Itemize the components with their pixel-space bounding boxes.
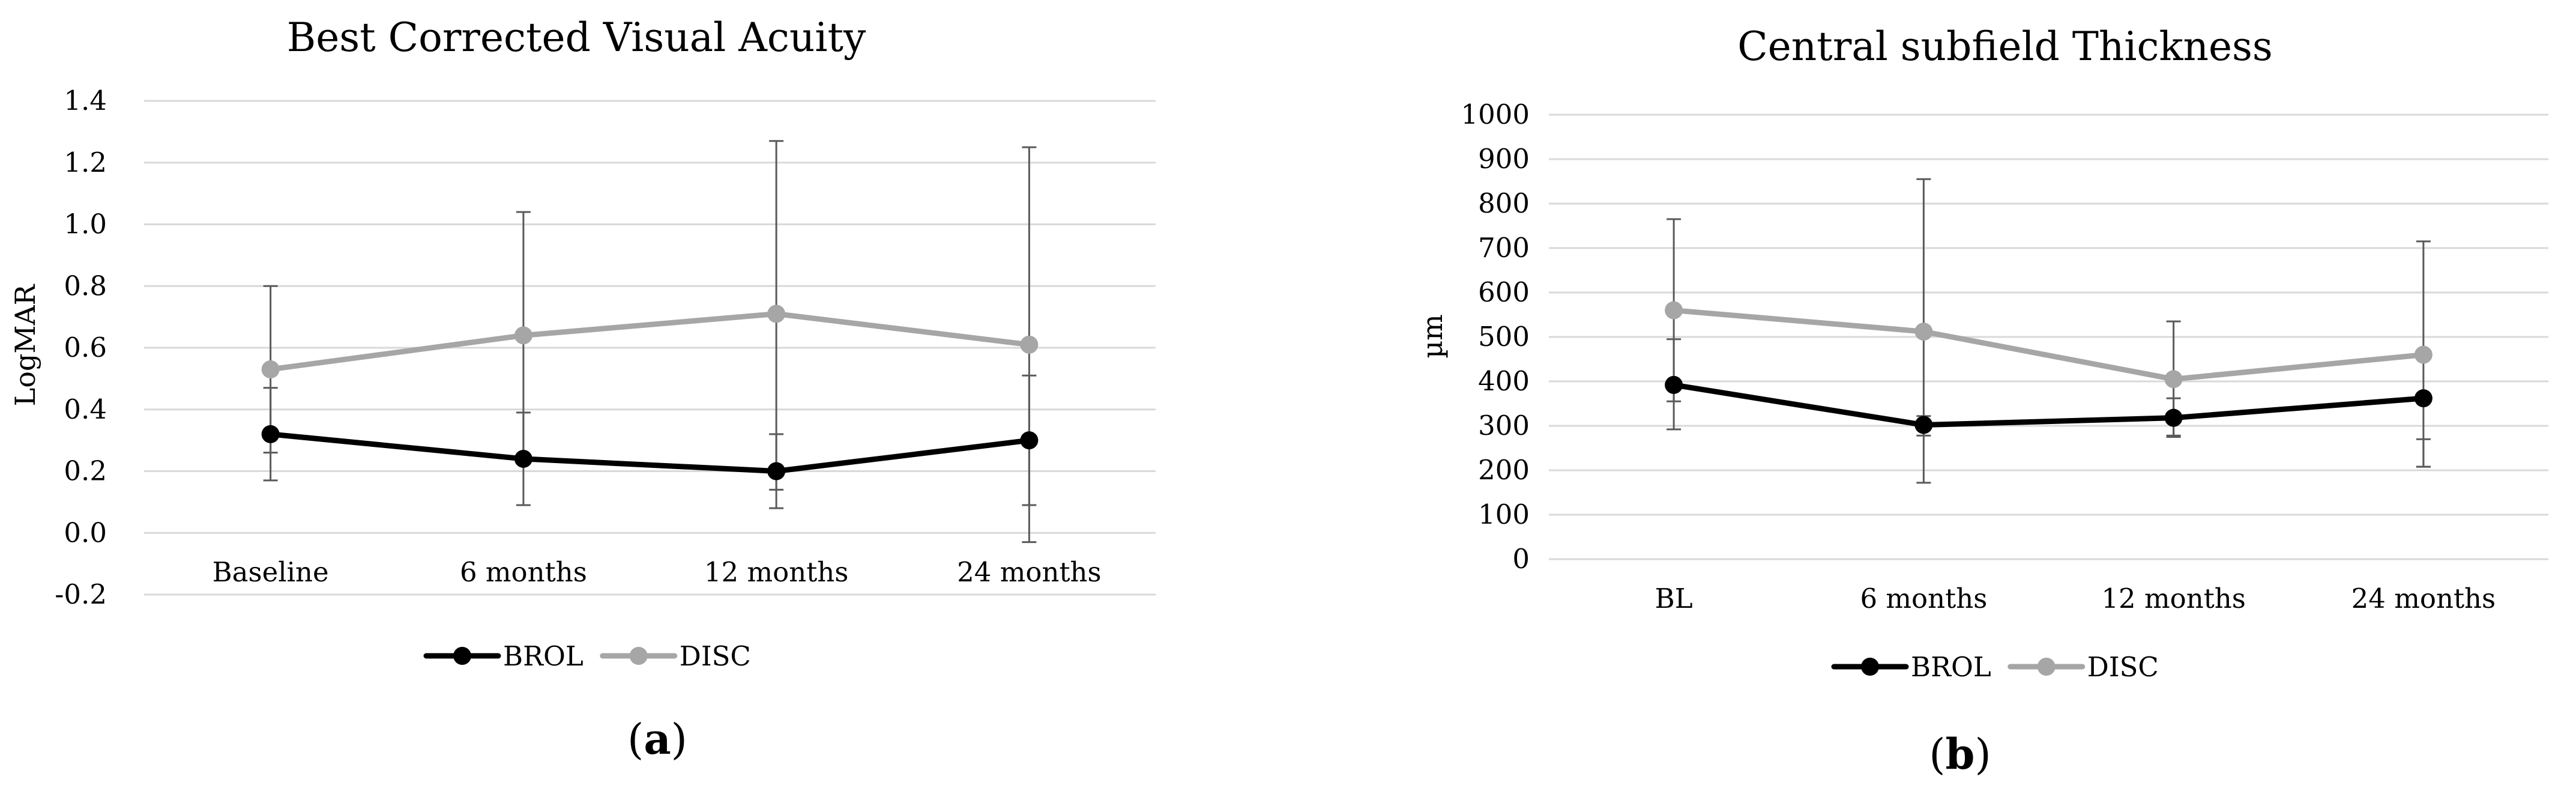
y-tick-label: 0.8 xyxy=(64,270,107,302)
y-tick-label: 0.6 xyxy=(64,332,107,363)
x-tick-label: 12 months xyxy=(2101,583,2245,614)
data-point-disc xyxy=(1914,323,1933,341)
plot-area-a: -0.2 0.0 0.2 0.4 0.6 0.8 1.0 1.2 1.4 Baseline 6 mo… xyxy=(55,85,1156,610)
panel-label-letter-b: b xyxy=(1946,729,1975,779)
data-point-brol xyxy=(514,449,532,468)
y-tick-label: 400 xyxy=(1478,365,1530,397)
data-point-disc xyxy=(2164,370,2183,389)
plot-area-b: 0 100 200 300 400 500 600 700 800 900 1000 BL 6 mont… xyxy=(1461,98,2548,614)
legend-marker-disc xyxy=(2037,658,2056,676)
legend-label-brol: BROL xyxy=(1911,651,1991,683)
legend-b: BROL DISC xyxy=(1831,651,2159,683)
y-tick-label: 800 xyxy=(1478,187,1530,219)
legend-marker-brol xyxy=(1861,658,1879,676)
y-tick-label: 600 xyxy=(1478,276,1530,308)
legend-marker-disc xyxy=(629,647,648,665)
y-tick-label: 1.4 xyxy=(64,85,107,117)
data-point-brol xyxy=(767,462,786,480)
legend-marker-brol xyxy=(453,647,471,665)
panel-label-letter-a: a xyxy=(644,714,671,764)
data-point-disc xyxy=(261,360,280,378)
y-axis-title-a: LogMAR xyxy=(9,283,41,406)
data-point-disc xyxy=(1665,301,1683,320)
y-axis-title-b: µm xyxy=(1416,314,1449,359)
panel-label-b: (b) xyxy=(1929,729,1991,779)
data-point-brol xyxy=(2164,408,2183,427)
data-point-disc xyxy=(767,305,786,323)
legend-a: BROL DISC xyxy=(423,640,751,672)
y-tick-label: 200 xyxy=(1478,454,1530,486)
series-line-disc xyxy=(268,311,1032,372)
data-point-disc xyxy=(2414,345,2433,364)
legend-label-brol: BROL xyxy=(503,640,584,672)
data-point-brol xyxy=(1665,375,1683,394)
y-tick-label: 900 xyxy=(1478,143,1530,175)
chart-panel-b: Central subfield Thickness µm 0 100 200 300… xyxy=(1416,23,2548,779)
series-line-brol xyxy=(1671,382,2427,428)
y-tick-label: 500 xyxy=(1478,321,1530,353)
y-tick-label: 0 xyxy=(1512,543,1530,575)
y-tick-label: 0.2 xyxy=(64,455,107,487)
y-tick-label: 0.4 xyxy=(64,393,107,425)
chart-title-b: Central subfield Thickness xyxy=(1737,23,2273,70)
x-tick-label: Baseline xyxy=(213,556,329,588)
chart-panel-a: Best Corrected Visual Acuity LogMAR -0.2… xyxy=(9,14,1156,764)
chart-title-a: Best Corrected Visual Acuity xyxy=(287,14,866,61)
legend-label-disc: DISC xyxy=(2087,651,2159,683)
data-point-brol xyxy=(261,425,280,443)
y-tick-label: 1.0 xyxy=(64,208,107,240)
y-tick-label: 1000 xyxy=(1461,98,1530,130)
y-tick-label: 100 xyxy=(1478,499,1530,530)
data-point-disc xyxy=(514,326,532,345)
x-tick-label: 24 months xyxy=(957,556,1101,588)
data-point-brol xyxy=(2414,389,2433,408)
series-line-disc xyxy=(1671,308,2427,382)
data-point-brol xyxy=(1914,416,1933,434)
y-tick-label: -0.2 xyxy=(55,578,107,610)
x-tick-label: 6 months xyxy=(1860,583,1987,614)
y-tick-label: 300 xyxy=(1478,410,1530,441)
x-tick-label: BL xyxy=(1655,583,1693,614)
data-point-disc xyxy=(1020,335,1039,354)
x-tick-label: 24 months xyxy=(2351,583,2496,614)
legend-label-disc: DISC xyxy=(680,640,751,672)
x-tick-label: 6 months xyxy=(460,556,587,588)
y-tick-label: 1.2 xyxy=(64,147,107,178)
series-line-brol xyxy=(268,431,1032,474)
y-tick-label: 0.0 xyxy=(64,517,107,548)
panel-label-a: (a) xyxy=(627,714,687,764)
data-point-brol xyxy=(1020,431,1039,450)
y-tick-label: 700 xyxy=(1478,232,1530,264)
x-tick-label: 12 months xyxy=(704,556,848,588)
